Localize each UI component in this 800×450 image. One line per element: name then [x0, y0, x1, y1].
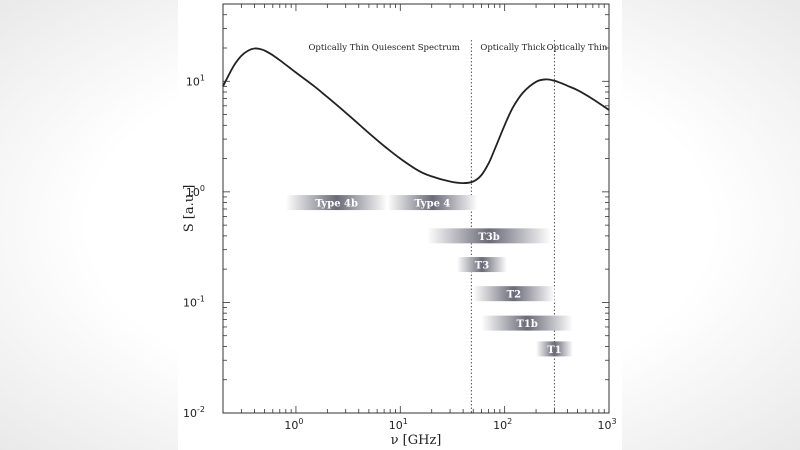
x-tick-exponent: 1 [403, 417, 408, 426]
region-label: Optically Thick [480, 43, 546, 53]
x-tick-label: 102 [493, 417, 512, 432]
x-tick-exponent: 2 [507, 417, 512, 426]
band-bar [285, 195, 388, 211]
band-label: T1 [547, 345, 561, 356]
spectrum-curve [222, 47, 610, 185]
band-label: Type 4b [315, 199, 358, 210]
y-axis-title: S [a.u.] [182, 185, 197, 233]
region-label: Optically Thin [547, 43, 608, 53]
chart-card [178, 0, 622, 450]
band-label: T3 [475, 261, 489, 272]
y-tick-label: 10-2 [183, 405, 205, 420]
axis-titles: ν [GHz] S [a.u.] [182, 185, 441, 448]
plot-border [222, 3, 610, 414]
band-bar [481, 315, 573, 331]
band-bar [387, 195, 478, 211]
y-tick-exponent: 0 [200, 184, 205, 193]
x-axis-title: ν [GHz] [391, 433, 442, 448]
band-label: Type 4 [414, 199, 450, 210]
y-tick-exponent: -1 [197, 294, 205, 303]
band-bar [457, 257, 507, 273]
region-label: Optically Thin Quiescent Spectrum [308, 43, 459, 53]
y-tick-exponent: -2 [197, 405, 205, 414]
y-tick-exponent: 1 [200, 73, 205, 82]
y-tick-label: 10-1 [183, 294, 205, 309]
event-bands: Type 4b Type 4 T3b T3 T2 T1b T1 [285, 195, 573, 357]
band-label: T1b [516, 319, 537, 330]
plot-frame [222, 3, 610, 414]
band-bar [426, 228, 552, 244]
region-labels: Optically Thin Quiescent Spectrum Optical… [308, 43, 607, 53]
band-bar [536, 341, 573, 357]
band-label: T2 [507, 290, 521, 301]
y-tick-label: 101 [186, 73, 205, 88]
x-tick-exponent: 3 [611, 417, 616, 426]
x-tick-label: 100 [284, 417, 303, 432]
band-label: T3b [478, 232, 499, 243]
spectrum-line [222, 47, 610, 185]
band-bar [473, 286, 555, 302]
x-tick-exponent: 0 [298, 417, 303, 426]
x-tick-label: 101 [389, 417, 408, 432]
region-dividers [470, 40, 555, 413]
x-tick-label: 103 [597, 417, 616, 432]
